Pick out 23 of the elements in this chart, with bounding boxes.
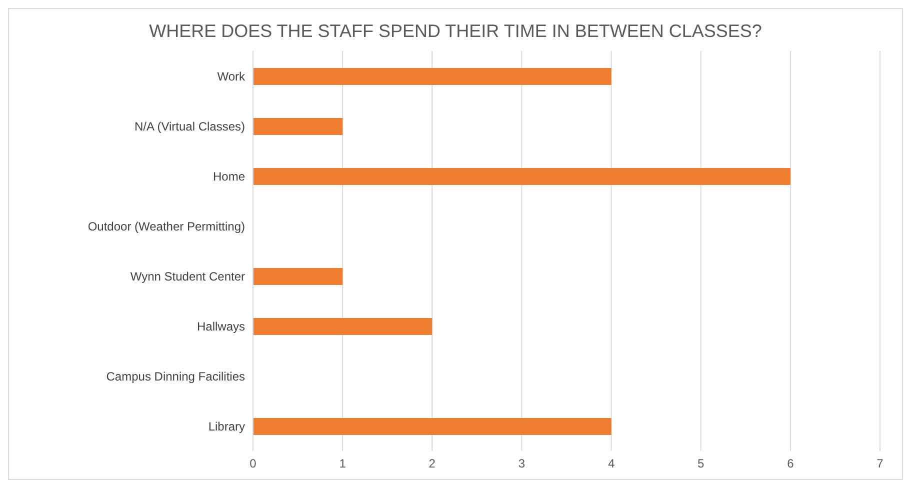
x-tick-label: 0 [250, 456, 257, 471]
x-tick-label: 7 [876, 456, 884, 471]
x-tick-label: 4 [608, 456, 615, 471]
bar [253, 268, 343, 285]
bar [253, 68, 612, 85]
y-tick-label: Library [208, 419, 245, 434]
y-tick-label: N/A (Virtual Classes) [134, 119, 245, 134]
bar [253, 318, 432, 335]
x-tick-label: 5 [698, 456, 705, 471]
x-tick-label: 3 [518, 456, 526, 471]
x-tick-label: 2 [428, 456, 436, 471]
y-tick-label: Hallways [196, 319, 245, 334]
y-tick-label: Wynn Student Center [130, 269, 245, 284]
y-tick-label: Work [217, 69, 246, 84]
bar [253, 168, 790, 185]
y-tick-label: Home [212, 169, 246, 184]
y-tick-label: Outdoor (Weather Permitting) [88, 219, 246, 234]
y-tick-label: Campus Dinning Facilities [106, 369, 245, 384]
x-tick-label: 6 [787, 456, 794, 471]
x-tick-label: 1 [339, 456, 346, 471]
bar [253, 118, 343, 135]
chart-title: WHERE DOES THE STAFF SPEND THEIR TIME IN BETWEEN CLASSES? [148, 20, 763, 43]
bar [253, 418, 612, 435]
